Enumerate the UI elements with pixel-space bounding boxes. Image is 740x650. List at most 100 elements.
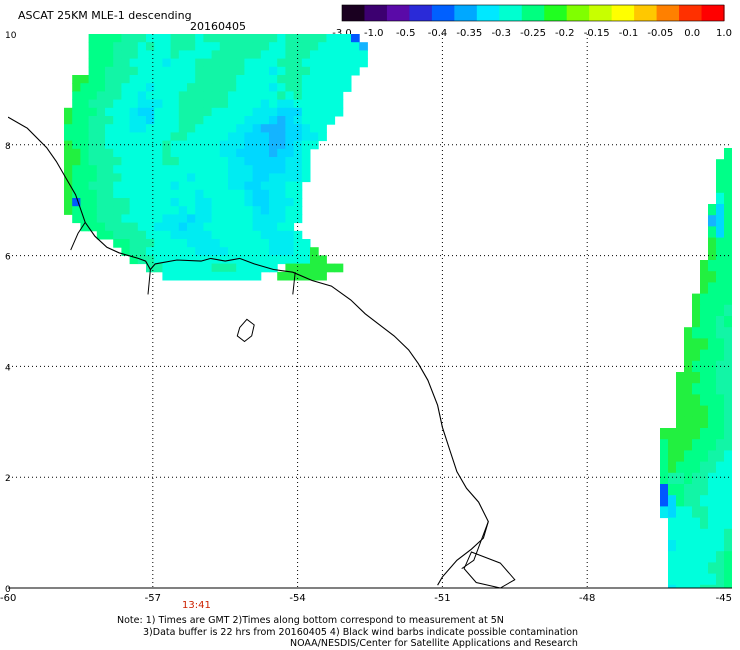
- wind-cell: [684, 416, 693, 429]
- wind-cell: [170, 91, 180, 101]
- wind-cell: [660, 450, 669, 463]
- wind-cell: [716, 204, 725, 216]
- wind-cell: [121, 230, 131, 240]
- color-scale-bar: -3.0 -1.0 -0.5 -0.4 -0.35 -0.3 -0.25 -0.2 -0.15-…: [332, 4, 732, 39]
- wind-cell: [203, 181, 213, 191]
- wind-cell: [692, 461, 701, 474]
- wind-cell: [310, 66, 319, 76]
- wind-cell: [269, 189, 278, 199]
- wind-cell: [105, 107, 114, 117]
- wind-cell: [708, 450, 717, 463]
- wind-cell: [318, 66, 327, 76]
- wind-cell: [277, 140, 286, 150]
- wind-cell: [724, 450, 732, 463]
- wind-cell: [724, 181, 732, 194]
- wind-cell: [129, 107, 139, 117]
- longitude-tick-label: -48: [579, 593, 595, 604]
- wind-cell: [692, 327, 701, 339]
- wind-cell: [178, 116, 188, 125]
- wind-cell: [228, 132, 237, 142]
- wind-cell: [285, 173, 295, 183]
- wind-cell: [203, 230, 213, 240]
- wind-cell: [301, 132, 311, 142]
- wind-cell: [96, 189, 106, 199]
- wind-cell: [96, 206, 106, 215]
- wind-cell: [260, 83, 270, 92]
- wind-cell: [334, 34, 344, 43]
- wind-cell: [293, 263, 303, 273]
- wind-cell: [105, 173, 114, 183]
- wind-cell: [285, 107, 295, 117]
- color-scale-swatch: [521, 5, 545, 21]
- wind-cell: [252, 66, 262, 76]
- wind-cell: [96, 34, 106, 43]
- wind-cell: [137, 107, 147, 117]
- wind-cell: [692, 316, 701, 328]
- wind-cell: [187, 124, 196, 133]
- wind-cell: [684, 573, 693, 586]
- wind-cell: [351, 50, 360, 60]
- wind-cell: [668, 517, 677, 530]
- wind-cell: [105, 198, 114, 207]
- wind-cell: [660, 495, 669, 507]
- wind-cell: [195, 198, 204, 207]
- wind-cell: [716, 506, 725, 519]
- wind-cell: [684, 506, 693, 519]
- wind-cell: [219, 34, 229, 43]
- wind-cell: [154, 222, 163, 232]
- wind-cell: [301, 124, 311, 133]
- wind-cell: [277, 34, 286, 43]
- wind-cell: [88, 181, 98, 191]
- wind-cell: [228, 124, 237, 133]
- wind-cell: [700, 293, 709, 306]
- wind-cell: [105, 75, 114, 84]
- wind-cell: [162, 140, 172, 150]
- wind-cell: [154, 165, 163, 174]
- wind-cell: [129, 198, 139, 207]
- wind-cell: [203, 239, 213, 248]
- wind-cell: [269, 255, 278, 265]
- wind-cell: [170, 247, 180, 256]
- wind-cell: [187, 58, 196, 68]
- wind-cell: [64, 206, 73, 215]
- wind-cell: [137, 173, 147, 183]
- wind-cell: [178, 107, 188, 117]
- wind-cell: [228, 206, 237, 215]
- wind-cell: [301, 140, 311, 150]
- wind-cell: [80, 189, 90, 199]
- wind-cell: [692, 439, 701, 451]
- wind-cell: [724, 316, 732, 328]
- wind-cell: [146, 75, 155, 84]
- wind-cell: [676, 416, 685, 429]
- wind-cell: [88, 222, 98, 232]
- wind-cell: [80, 107, 90, 117]
- wind-cell: [708, 293, 717, 306]
- wind-cell: [708, 439, 717, 451]
- wind-cell: [700, 472, 709, 485]
- wind-cell: [146, 132, 155, 142]
- wind-cell: [293, 116, 303, 125]
- wind-cell: [146, 230, 155, 240]
- wind-cell: [310, 247, 319, 256]
- wind-cell: [137, 214, 147, 224]
- wind-cell: [178, 58, 188, 68]
- wind-cell: [724, 170, 732, 183]
- wind-cell: [716, 349, 725, 362]
- wind-cell: [105, 206, 114, 215]
- wind-cell: [692, 349, 701, 362]
- wind-cell: [203, 173, 213, 183]
- wind-cell: [716, 260, 725, 272]
- wind-cell: [211, 165, 221, 174]
- wind-cell: [269, 230, 278, 240]
- wind-cell: [96, 132, 106, 142]
- wind-cell: [724, 461, 732, 474]
- wind-cell: [72, 124, 81, 133]
- wind-cell: [724, 472, 732, 485]
- wind-cell: [660, 506, 669, 519]
- wind-cell: [700, 461, 709, 474]
- wind-cell: [146, 247, 155, 256]
- wind-cell: [228, 198, 237, 207]
- wind-cell: [310, 116, 319, 125]
- wind-cell: [121, 99, 131, 109]
